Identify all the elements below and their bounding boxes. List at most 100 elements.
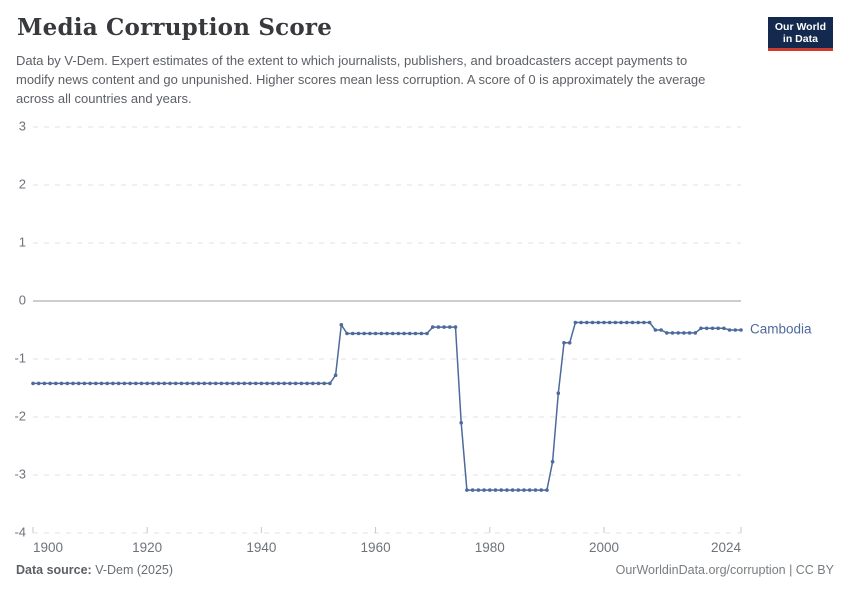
series-point[interactable] [139, 381, 144, 386]
series-point[interactable] [585, 320, 589, 325]
series-point[interactable] [453, 325, 458, 329]
series-point[interactable] [99, 381, 104, 386]
series-point[interactable] [699, 326, 703, 331]
series-point[interactable] [36, 381, 41, 386]
series-point[interactable] [59, 381, 64, 386]
series-point[interactable] [202, 381, 207, 386]
series-point[interactable] [619, 320, 623, 325]
series-point[interactable] [573, 320, 578, 325]
series-point[interactable] [482, 488, 486, 492]
series-point[interactable] [716, 326, 720, 331]
series-point[interactable] [145, 381, 149, 386]
series-point[interactable] [545, 488, 549, 492]
series-label[interactable]: Cambodia [750, 322, 812, 337]
series-point[interactable] [373, 331, 378, 336]
series-point[interactable] [613, 320, 618, 325]
series-point[interactable] [665, 331, 669, 335]
series-point[interactable] [288, 381, 292, 386]
series-point[interactable] [282, 381, 287, 386]
series-point[interactable] [31, 381, 35, 386]
series-point[interactable] [162, 381, 167, 386]
series-point[interactable] [185, 381, 189, 386]
series-point[interactable] [48, 381, 52, 386]
series-point[interactable] [425, 331, 429, 336]
series-point[interactable] [345, 331, 349, 336]
series-point[interactable] [71, 381, 75, 386]
series-point[interactable] [579, 320, 583, 325]
series-point[interactable] [647, 320, 652, 325]
series-point[interactable] [459, 421, 464, 425]
series-point[interactable] [151, 381, 155, 386]
series-point[interactable] [516, 488, 521, 492]
series-point[interactable] [156, 381, 161, 386]
series-point[interactable] [522, 488, 526, 492]
series-point[interactable] [436, 325, 441, 329]
series-point[interactable] [556, 391, 561, 396]
series-point[interactable] [265, 381, 269, 386]
series-point[interactable] [259, 381, 264, 386]
series-point[interactable] [225, 381, 229, 386]
series-point[interactable] [208, 381, 212, 386]
series-point[interactable] [476, 488, 481, 492]
series-point[interactable] [173, 381, 178, 386]
series-point[interactable] [727, 328, 732, 332]
credit-link[interactable]: OurWorldinData.org/corruption | CC BY [615, 563, 834, 577]
series-point[interactable] [54, 381, 58, 386]
series-point[interactable] [356, 331, 361, 336]
series-point[interactable] [419, 331, 424, 336]
series-point[interactable] [276, 381, 281, 386]
series-point[interactable] [562, 341, 566, 345]
series-point[interactable] [339, 323, 344, 327]
series-point[interactable] [213, 381, 218, 386]
series-point[interactable] [488, 488, 492, 492]
series-point[interactable] [739, 328, 743, 332]
series-point[interactable] [179, 381, 184, 386]
series-point[interactable] [505, 488, 509, 492]
series-point[interactable] [253, 381, 258, 386]
series-point[interactable] [693, 331, 698, 335]
series-point[interactable] [328, 381, 332, 386]
series-point[interactable] [527, 488, 532, 492]
series-point[interactable] [642, 320, 646, 325]
series-point[interactable] [470, 488, 475, 492]
series-point[interactable] [567, 341, 572, 345]
series-point[interactable] [676, 331, 680, 335]
series-point[interactable] [533, 488, 538, 492]
series-point[interactable] [122, 381, 127, 386]
series-point[interactable] [448, 325, 452, 329]
series-point[interactable] [396, 331, 401, 336]
series-point[interactable] [322, 381, 327, 386]
series-point[interactable] [733, 328, 738, 332]
series-point[interactable] [550, 459, 555, 464]
series-point[interactable] [596, 320, 601, 325]
series-line[interactable] [33, 321, 741, 491]
series-point[interactable] [670, 331, 675, 335]
owid-logo[interactable]: Our World in Data [767, 17, 833, 51]
series-point[interactable] [42, 381, 47, 386]
series-point[interactable] [293, 381, 298, 386]
series-point[interactable] [316, 381, 321, 386]
series-point[interactable] [653, 328, 658, 332]
series-point[interactable] [510, 488, 515, 492]
series-point[interactable] [630, 320, 635, 325]
series-point[interactable] [442, 325, 446, 329]
series-point[interactable] [722, 326, 726, 331]
series-point[interactable] [94, 381, 98, 386]
series-point[interactable] [333, 373, 338, 378]
series-point[interactable] [168, 381, 172, 386]
series-point[interactable] [682, 331, 686, 335]
series-point[interactable] [602, 320, 606, 325]
series-point[interactable] [430, 325, 435, 329]
series-point[interactable] [350, 331, 355, 336]
series-point[interactable] [379, 331, 384, 336]
series-point[interactable] [659, 328, 663, 332]
series-point[interactable] [408, 331, 412, 336]
series-point[interactable] [368, 331, 372, 336]
series-point[interactable] [590, 320, 595, 325]
series-point[interactable] [242, 381, 247, 386]
series-point[interactable] [134, 381, 138, 386]
series-point[interactable] [231, 381, 235, 386]
series-point[interactable] [305, 381, 309, 386]
series-point[interactable] [607, 320, 612, 325]
series-point[interactable] [687, 331, 692, 335]
